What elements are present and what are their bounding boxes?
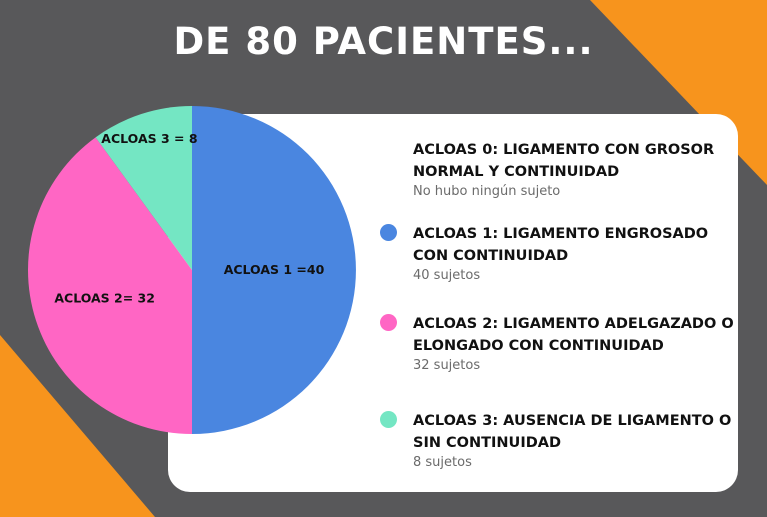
legend-note: 8 sujetos xyxy=(413,455,472,470)
legend-note: 40 sujetos xyxy=(413,268,481,283)
legend-item-acloas-2: ACLOAS 2: LIGAMENTO ADELGAZADO O ELONGAD… xyxy=(380,313,738,373)
legend-dot-icon xyxy=(380,314,397,331)
legend-item-acloas-3: ACLOAS 3: AUSENCIA DE LIGAMENTO O SIN CO… xyxy=(380,410,738,470)
orange-corner-bottom-left xyxy=(0,335,155,517)
slice-label-acloas-2: ACLOAS 2= 32 xyxy=(54,290,155,305)
legend-note: No hubo ningún sujeto xyxy=(413,184,561,199)
legend-heading: ACLOAS 1: LIGAMENTO ENGROSADO CON CONTIN… xyxy=(413,226,709,264)
legend-heading: ACLOAS 2: LIGAMENTO ADELGAZADO O ELONGAD… xyxy=(413,316,734,354)
legend-note: 32 sujetos xyxy=(413,358,481,373)
legend-item-acloas-0: ACLOAS 0: LIGAMENTO CON GROSOR NORMAL Y … xyxy=(413,139,738,199)
slice-label-acloas-3: ACLOAS 3 = 8 xyxy=(101,131,197,146)
pie-slice-acloas-1 xyxy=(192,106,356,434)
legend-item-acloas-1: ACLOAS 1: LIGAMENTO ENGROSADO CON CONTIN… xyxy=(380,223,738,283)
pie-slice-acloas-3 xyxy=(95,106,192,270)
legend-dot-icon xyxy=(380,224,397,241)
legend-heading: ACLOAS 0: LIGAMENTO CON GROSOR NORMAL Y … xyxy=(413,142,715,180)
pie-slice-acloas-2 xyxy=(28,137,193,434)
legend-dot-icon xyxy=(380,411,397,428)
page-title: DE 80 PACIENTES... xyxy=(173,20,594,63)
legend-heading: ACLOAS 3: AUSENCIA DE LIGAMENTO O SIN CO… xyxy=(413,413,732,451)
slice-label-acloas-1: ACLOAS 1 =40 xyxy=(224,262,325,277)
